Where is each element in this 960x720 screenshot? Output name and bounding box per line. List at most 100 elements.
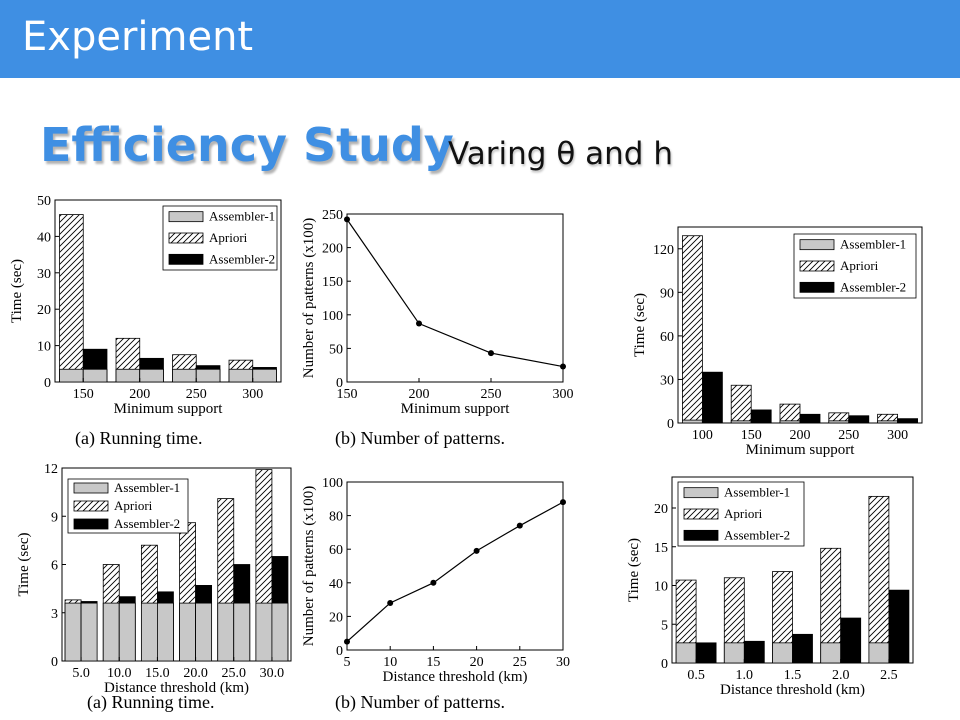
y-tick-label: 5: [661, 618, 668, 633]
bar-assembler-1: [228, 368, 254, 383]
bar-assembler-1: [868, 642, 890, 664]
x-tick-label: 25.0: [222, 666, 247, 681]
bar-assembler-1: [82, 368, 108, 383]
x-tick-label: 200: [790, 428, 811, 443]
y-tick-label: 10: [654, 580, 668, 595]
y-tick-label: 15: [654, 541, 668, 556]
chart-caption: (a) Running time.: [75, 428, 202, 449]
y-tick-label: 50: [37, 194, 51, 209]
plot-frame: [54, 199, 282, 383]
bar-assembler-1: [820, 642, 842, 664]
chart-caption: (b) Number of patterns.: [335, 428, 505, 449]
bar-assembler-1: [271, 602, 289, 662]
bar-assembler-1: [877, 420, 898, 424]
legend-label: Assembler-2: [209, 251, 275, 266]
legend-swatch: [73, 518, 109, 530]
bar-assembler-2: [792, 633, 813, 664]
bar-assembler-1: [828, 420, 850, 424]
bar-assembler-1: [772, 642, 793, 664]
y-tick-label: 6: [51, 559, 58, 574]
bar-assembler-1: [723, 642, 745, 664]
y-tick-label: 0: [667, 417, 674, 432]
x-axis-title: Distance threshold (km): [720, 682, 865, 698]
bar-assembler-1: [233, 602, 251, 662]
y-tick-label: 120: [653, 243, 674, 258]
x-tick-label: 5.0: [72, 666, 90, 681]
y-axis-title: Number of patterns (x100): [301, 218, 317, 378]
x-tick-label: 100: [692, 428, 713, 443]
x-tick-label: 20: [470, 655, 484, 670]
x-axis-title: Distance threshold (km): [383, 669, 528, 685]
bar-assembler-1: [118, 602, 136, 662]
chart-c2: 0 50 100 150 200 250 Number of patterns (x100)…: [301, 208, 574, 449]
legend-swatch: [799, 281, 835, 293]
bar-assembler-1: [682, 419, 703, 424]
y-tick-label: 3: [51, 607, 58, 622]
data-point: [416, 320, 422, 327]
slide-title: Experiment: [22, 14, 254, 60]
x-axis-title: Minimum support: [401, 401, 511, 417]
x-tick-label: 150: [73, 387, 94, 402]
data-point: [344, 638, 350, 645]
legend-swatch: [683, 529, 719, 541]
chart-c6: 0 5 10 15 20 Time (sec) Distance threshold (km…: [626, 476, 914, 698]
x-tick-label: 150: [741, 428, 762, 443]
y-tick-label: 0: [51, 655, 58, 670]
x-tick-label: 2.0: [832, 668, 850, 683]
bar-assembler-1: [195, 602, 213, 662]
bar-assembler-1: [252, 368, 277, 383]
bar-apriori: [59, 214, 84, 383]
y-tick-label: 100: [322, 309, 343, 324]
x-tick-label: 20.0: [183, 666, 208, 681]
x-tick-label: 300: [553, 387, 574, 402]
legend: Assembler-1 Apriori Assembler-2: [162, 205, 278, 271]
legend-swatch: [168, 211, 204, 223]
bar-assembler-2: [695, 642, 717, 664]
x-tick-label: 300: [887, 428, 908, 443]
x-axis-title: Distance threshold (km): [104, 680, 249, 696]
bar-assembler-1: [179, 602, 196, 662]
bar-assembler-2: [750, 409, 772, 424]
y-tick-label: 30: [37, 267, 51, 282]
bar-assembler-2: [840, 617, 862, 664]
x-axis-title: Minimum support: [114, 401, 224, 417]
bar-apriori: [730, 384, 752, 424]
x-tick-label: 200: [409, 387, 430, 402]
legend: Assembler-1 Apriori Assembler-2: [677, 481, 805, 547]
data-point: [516, 522, 523, 529]
legend-label: Assembler-1: [114, 480, 180, 495]
heading: Efficiency Study: [40, 118, 454, 172]
legend-swatch: [73, 482, 109, 494]
y-axis-title: Time (sec): [16, 532, 32, 596]
y-tick-label: 12: [44, 462, 58, 477]
y-tick-label: 250: [322, 208, 343, 223]
data-point: [488, 350, 494, 357]
chart-c1: 0 10 20 30 40 50 Time (sec) Minimum support (a) …: [9, 194, 282, 449]
series-line: [346, 501, 564, 643]
y-tick-label: 60: [660, 330, 674, 345]
y-tick-label: 50: [329, 342, 343, 357]
y-tick-label: 150: [322, 275, 343, 290]
y-tick-label: 100: [322, 476, 343, 491]
x-tick-label: 150: [337, 387, 358, 402]
legend-label: Assembler-2: [840, 279, 906, 294]
x-tick-label: 1.0: [736, 668, 754, 683]
y-tick-label: 90: [660, 286, 674, 301]
chart-c4: 0 3 6 9 12 Time (sec) Distance threshold (km)(…: [16, 462, 292, 713]
legend-label: Apriori: [840, 258, 879, 273]
y-tick-label: 30: [660, 373, 674, 388]
x-axis-title: Minimum support: [746, 442, 856, 458]
bar-assembler-1: [139, 368, 164, 383]
bar-apriori: [779, 403, 801, 424]
bar-assembler-2: [888, 589, 910, 664]
x-tick-label: 15: [426, 655, 440, 670]
bar-assembler-1: [157, 602, 174, 662]
x-tick-label: 1.5: [784, 668, 802, 683]
bar-assembler-1: [730, 420, 752, 424]
y-tick-label: 60: [329, 543, 343, 558]
y-tick-label: 0: [336, 644, 343, 659]
bar-assembler-2: [897, 418, 918, 424]
data-point: [560, 499, 566, 506]
legend-label: Assembler-1: [840, 237, 906, 252]
x-tick-label: 0.5: [687, 668, 705, 683]
